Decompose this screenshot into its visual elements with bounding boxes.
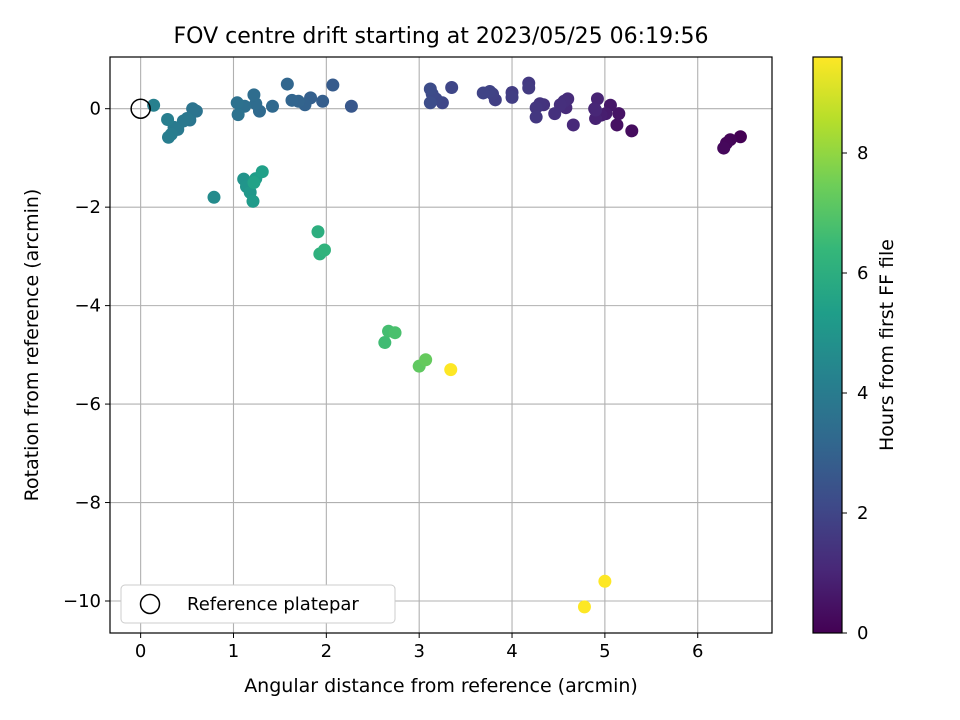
colorbar-ticks: 0 2 4 6 8 xyxy=(842,143,868,644)
colorbar-tick-label: 4 xyxy=(857,383,868,404)
data-point xyxy=(522,81,536,95)
data-point xyxy=(247,176,261,190)
data-point xyxy=(612,107,626,121)
data-point xyxy=(423,82,437,96)
x-axis-label: Angular distance from reference (arcmin) xyxy=(244,675,638,697)
colorbar-tick-label: 8 xyxy=(857,143,868,164)
data-point xyxy=(577,600,591,614)
x-tick-label: 4 xyxy=(506,641,517,662)
colorbar: 0 2 4 6 8 Hours from first FF file xyxy=(812,56,898,644)
colorbar-tick-label: 2 xyxy=(857,503,868,524)
colorbar-gradient xyxy=(813,57,842,633)
colorbar-tick-label: 0 xyxy=(857,623,868,644)
data-point xyxy=(529,110,543,124)
plot-frame xyxy=(109,56,773,634)
data-point xyxy=(161,113,175,127)
y-tick-label: −8 xyxy=(74,493,101,514)
colorbar-tick-label: 6 xyxy=(857,263,868,284)
x-tick-label: 3 xyxy=(413,641,424,662)
data-point xyxy=(625,124,639,138)
data-point xyxy=(423,96,437,110)
data-point xyxy=(529,101,543,115)
data-point xyxy=(445,81,459,95)
data-point xyxy=(378,336,392,350)
legend-box xyxy=(120,584,396,624)
data-points xyxy=(147,76,747,614)
data-point xyxy=(247,88,261,102)
data-point xyxy=(388,326,402,340)
y-tick-label: −2 xyxy=(74,197,101,218)
data-point xyxy=(265,99,279,113)
legend: Reference platepar xyxy=(120,584,396,624)
y-tick-label: −10 xyxy=(63,591,101,612)
y-axis: 0 −2 −4 −6 −8 −10 xyxy=(63,99,110,612)
grid-lines xyxy=(110,57,772,633)
data-point xyxy=(444,363,458,377)
x-tick-label: 1 xyxy=(228,641,239,662)
data-point xyxy=(255,165,269,179)
data-point xyxy=(548,107,562,121)
legend-reference-marker xyxy=(139,593,161,615)
data-point xyxy=(230,96,244,110)
data-point xyxy=(317,243,331,257)
y-tick-label: 0 xyxy=(90,99,101,120)
data-point xyxy=(590,92,604,106)
data-point xyxy=(505,90,519,104)
data-point xyxy=(344,99,358,113)
data-point xyxy=(285,93,299,107)
y-tick-label: −4 xyxy=(74,296,101,317)
reference-marker xyxy=(130,98,151,119)
x-tick-label: 6 xyxy=(692,641,703,662)
colorbar-label: Hours from first FF file xyxy=(876,239,898,451)
reference-platepar-point xyxy=(130,98,151,119)
data-point xyxy=(186,102,200,116)
data-point xyxy=(589,103,603,117)
x-tick-label: 0 xyxy=(135,641,146,662)
y-axis-label: Rotation from reference (arcmin) xyxy=(21,189,43,502)
data-point xyxy=(207,190,221,204)
data-point xyxy=(326,78,340,92)
data-point xyxy=(419,353,433,367)
legend-reference-label: Reference platepar xyxy=(187,594,359,615)
data-point xyxy=(598,574,612,588)
chart-title: FOV centre drift starting at 2023/05/25 … xyxy=(174,24,709,49)
colorbar-frame xyxy=(812,56,843,634)
data-point xyxy=(733,130,747,144)
data-point xyxy=(610,118,624,132)
data-point xyxy=(280,77,294,91)
x-tick-label: 5 xyxy=(599,641,610,662)
data-point xyxy=(566,118,580,132)
y-tick-label: −6 xyxy=(74,394,101,415)
data-point xyxy=(161,130,175,144)
data-point xyxy=(476,86,490,100)
data-point xyxy=(231,108,245,122)
x-axis: 0 1 2 3 4 5 6 xyxy=(135,633,703,662)
data-point xyxy=(717,141,731,155)
x-tick-label: 2 xyxy=(321,641,332,662)
data-point xyxy=(246,194,260,208)
data-point xyxy=(316,94,330,108)
data-point xyxy=(311,225,325,239)
